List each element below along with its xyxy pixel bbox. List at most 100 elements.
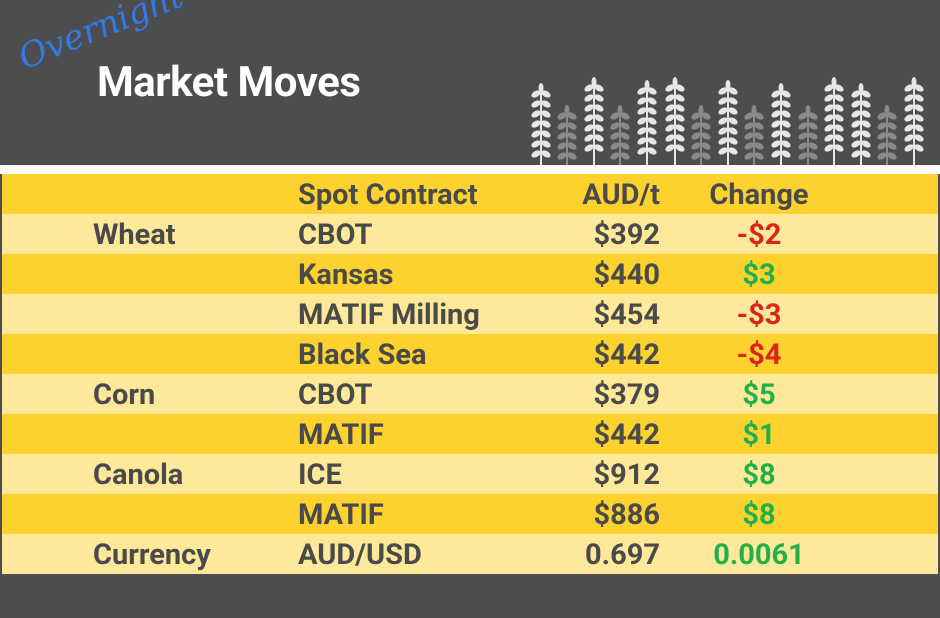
price: $442 — [593, 418, 660, 452]
wheat-stalk — [728, 127, 738, 135]
wheat-stalk — [824, 84, 834, 92]
wheat-stalk — [718, 107, 728, 115]
wheat-stalk — [887, 112, 897, 120]
wheat-stalk — [824, 144, 834, 152]
wheat-stalk — [808, 112, 818, 120]
wheat-stalk — [824, 114, 834, 122]
wheat-stalk — [781, 100, 791, 108]
wheat-stalk — [584, 104, 594, 112]
wheat-stalk — [531, 150, 541, 158]
wheat-stalk — [637, 147, 647, 155]
wheat-stalk — [808, 132, 818, 140]
wheat-stalk — [728, 147, 738, 155]
commodity: Corn — [93, 378, 156, 412]
table-row: MATIF $886 $8 — [2, 494, 938, 534]
wheat-stalk — [824, 124, 834, 132]
contract: CBOT — [298, 218, 373, 252]
wheat-stalk — [824, 94, 834, 102]
wheat-stalk — [798, 112, 808, 120]
wheat-stalk — [754, 152, 764, 160]
market-table: Spot Contract AUD/t Change Wheat CBOT $392… — [2, 174, 938, 574]
wheat-stalk — [824, 134, 834, 142]
wheat-stalk — [665, 124, 675, 132]
wheat-stalk — [798, 122, 808, 130]
wheat-stalk — [771, 120, 781, 128]
wheat-stalk — [861, 150, 871, 158]
wheat-stalk — [610, 132, 620, 140]
wheat-stalk — [781, 90, 791, 98]
wheat-stalk — [647, 147, 657, 155]
wheat-stalk — [620, 112, 630, 120]
wheat-stalk — [718, 137, 728, 145]
wheat-stalk — [665, 94, 675, 102]
wheat-stalk — [675, 94, 685, 102]
wheat-stalk — [691, 122, 701, 130]
wheat-stalk — [744, 132, 754, 140]
wheat-stalk — [637, 127, 647, 135]
wheat-stalk — [541, 130, 551, 138]
wheat-stalk — [914, 94, 924, 102]
wheat-stalk — [744, 122, 754, 130]
wheat-stalk — [610, 142, 620, 150]
change: $8 — [742, 498, 776, 532]
wheat-stalk — [620, 122, 630, 130]
wheat-stalk — [594, 114, 604, 122]
wheat-stalk — [665, 104, 675, 112]
table-row: Corn CBOT $379 $5 — [2, 374, 938, 414]
wheat-stalk — [834, 114, 844, 122]
wheat-stalk — [584, 134, 594, 142]
divider — [0, 165, 940, 174]
wheat-stalk — [751, 105, 757, 115]
wheat-stalk — [617, 105, 623, 115]
wheat-stalk — [698, 105, 704, 115]
title: Market Moves — [97, 58, 361, 107]
wheat-stalk — [808, 142, 818, 150]
wheat-stalk — [665, 144, 675, 152]
wheat-stalk — [877, 112, 887, 120]
header-row: Spot Contract AUD/t Change — [2, 174, 938, 214]
wheat-stalk — [594, 144, 604, 152]
wheat-stalk — [728, 97, 738, 105]
wheat-stalk — [771, 140, 781, 148]
wheat-stalk — [824, 104, 834, 112]
wheat-stalk — [851, 140, 861, 148]
wheat-stalk — [637, 117, 647, 125]
wheat-stalk — [531, 120, 541, 128]
wheat-stalk — [531, 90, 541, 98]
price: $886 — [593, 498, 660, 532]
change: -$4 — [736, 338, 782, 372]
column-header: Change — [709, 178, 809, 212]
wheat-stalk — [834, 104, 844, 112]
wheat-stalk — [567, 122, 577, 130]
wheat-stalk — [831, 77, 837, 87]
wheat-stalk — [567, 152, 577, 160]
wheat-stalk — [531, 110, 541, 118]
wheat-stalk — [675, 124, 685, 132]
wheat-stalk — [567, 142, 577, 150]
table-row: Currency AUD/USD 0.697 0.0061 — [2, 534, 938, 574]
wheat-stalk — [594, 84, 604, 92]
wheat-stalk — [805, 105, 811, 115]
wheat-stalk — [851, 150, 861, 158]
wheat-stalk — [665, 84, 675, 92]
wheat-stalk — [637, 137, 647, 145]
wheat-stalk — [594, 94, 604, 102]
wheat-stalk — [675, 144, 685, 152]
wheat-stalk — [637, 87, 647, 95]
wheat-stalk — [701, 142, 711, 150]
price: 0.697 — [585, 538, 660, 572]
change: -$2 — [736, 218, 782, 252]
wheat-stalk — [861, 120, 871, 128]
wheat-stalk — [675, 84, 685, 92]
wheat-stalk — [701, 112, 711, 120]
wheat-stalk — [834, 84, 844, 92]
wheat-stalk — [808, 122, 818, 130]
table-row: MATIF $442 $1 — [2, 414, 938, 454]
table-row: Canola ICE $912 $8 — [2, 454, 938, 494]
wheat-stalk — [728, 117, 738, 125]
wheat-stalk — [911, 77, 917, 87]
wheat-stalk — [834, 144, 844, 152]
wheat-stalk — [644, 80, 650, 90]
wheat-stalk — [701, 152, 711, 160]
wheat-stalk — [594, 104, 604, 112]
